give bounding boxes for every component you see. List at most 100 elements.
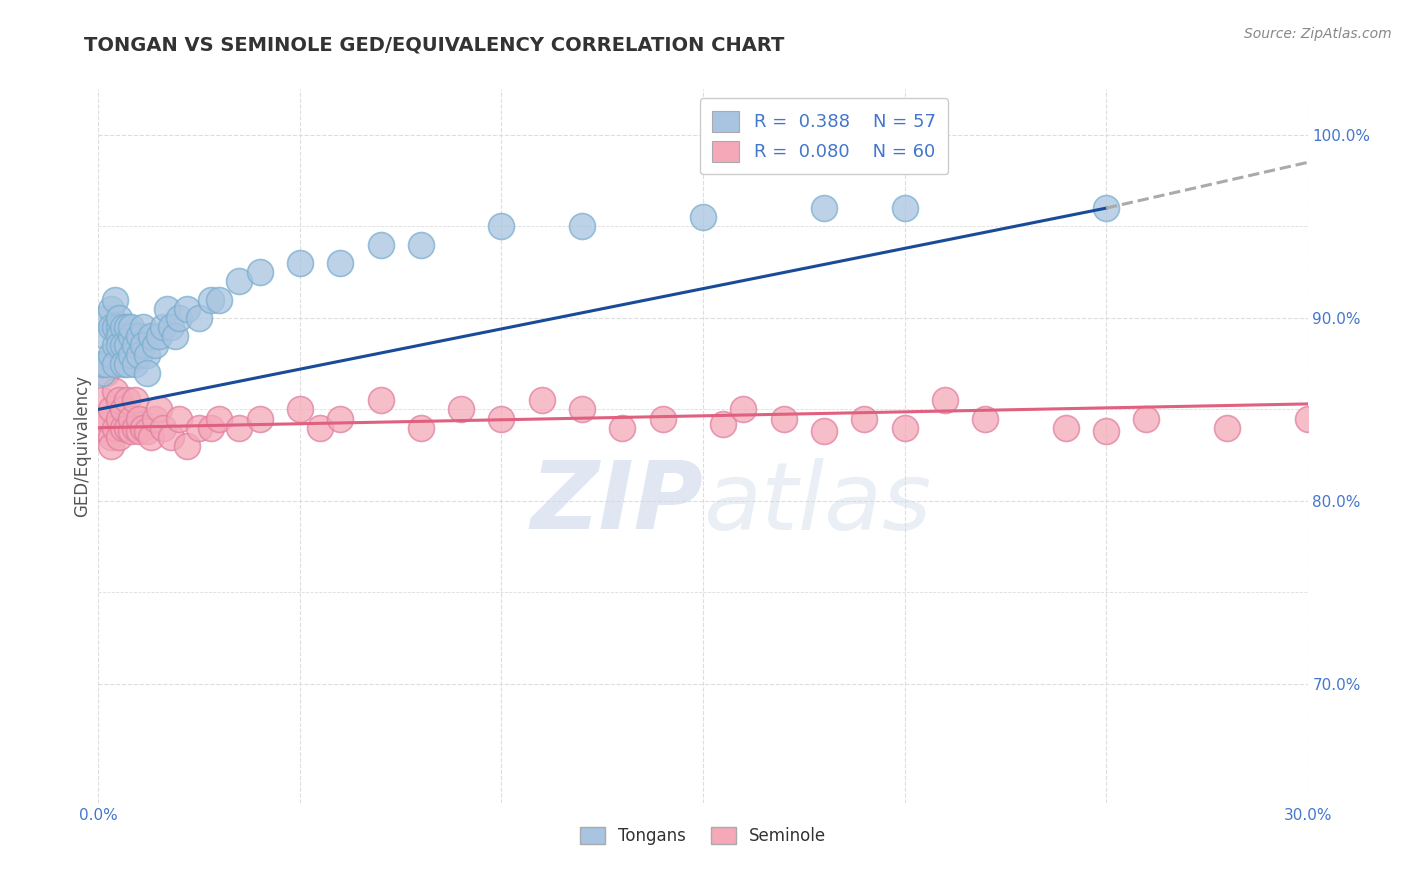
- Point: [1216, 420, 1239, 434]
- Point: [188, 310, 211, 325]
- Point: [370, 237, 392, 252]
- Point: [135, 425, 157, 439]
- Point: [228, 274, 250, 288]
- Point: [107, 320, 129, 334]
- Point: [813, 425, 835, 439]
- Point: [103, 293, 125, 307]
- Point: [148, 402, 170, 417]
- Point: [91, 366, 114, 380]
- Point: [208, 293, 231, 307]
- Point: [934, 393, 956, 408]
- Point: [853, 411, 876, 425]
- Point: [103, 357, 125, 371]
- Point: [115, 420, 138, 434]
- Y-axis label: GED/Equivalency: GED/Equivalency: [73, 375, 91, 517]
- Point: [103, 320, 125, 334]
- Point: [135, 366, 157, 380]
- Point: [115, 338, 138, 352]
- Point: [733, 402, 755, 417]
- Point: [107, 393, 129, 408]
- Point: [91, 357, 114, 371]
- Point: [711, 417, 734, 431]
- Point: [409, 420, 432, 434]
- Point: [772, 411, 794, 425]
- Point: [132, 320, 155, 334]
- Point: [103, 420, 125, 434]
- Point: [139, 329, 162, 343]
- Point: [228, 420, 250, 434]
- Point: [111, 357, 134, 371]
- Text: ZIP: ZIP: [530, 457, 703, 549]
- Point: [107, 310, 129, 325]
- Point: [111, 338, 134, 352]
- Point: [100, 320, 122, 334]
- Point: [176, 439, 198, 453]
- Point: [1135, 411, 1157, 425]
- Point: [100, 347, 122, 361]
- Point: [288, 256, 311, 270]
- Point: [132, 338, 155, 352]
- Point: [120, 320, 142, 334]
- Point: [370, 393, 392, 408]
- Legend: Tongans, Seminole: Tongans, Seminole: [574, 820, 832, 852]
- Point: [100, 439, 122, 453]
- Point: [143, 411, 166, 425]
- Text: TONGAN VS SEMINOLE GED/EQUIVALENCY CORRELATION CHART: TONGAN VS SEMINOLE GED/EQUIVALENCY CORRE…: [84, 36, 785, 54]
- Point: [103, 384, 125, 398]
- Point: [128, 347, 150, 361]
- Point: [612, 420, 634, 434]
- Point: [107, 430, 129, 444]
- Text: atlas: atlas: [703, 458, 931, 549]
- Point: [1296, 411, 1319, 425]
- Point: [91, 393, 114, 408]
- Point: [148, 329, 170, 343]
- Point: [120, 347, 142, 361]
- Point: [96, 357, 118, 371]
- Point: [103, 338, 125, 352]
- Point: [163, 329, 186, 343]
- Point: [813, 201, 835, 215]
- Point: [160, 430, 183, 444]
- Point: [651, 411, 673, 425]
- Point: [893, 201, 915, 215]
- Point: [100, 402, 122, 417]
- Point: [115, 393, 138, 408]
- Point: [111, 420, 134, 434]
- Point: [167, 310, 190, 325]
- Point: [96, 310, 118, 325]
- Point: [200, 293, 222, 307]
- Point: [124, 393, 146, 408]
- Point: [249, 265, 271, 279]
- Point: [100, 430, 122, 444]
- Point: [1054, 420, 1077, 434]
- Point: [128, 425, 150, 439]
- Point: [152, 420, 174, 434]
- Point: [167, 411, 190, 425]
- Point: [96, 329, 118, 343]
- Point: [893, 420, 915, 434]
- Point: [96, 411, 118, 425]
- Point: [111, 320, 134, 334]
- Point: [120, 329, 142, 343]
- Point: [571, 219, 593, 234]
- Point: [200, 420, 222, 434]
- Point: [152, 320, 174, 334]
- Point: [128, 329, 150, 343]
- Text: Source: ZipAtlas.com: Source: ZipAtlas.com: [1244, 27, 1392, 41]
- Point: [111, 402, 134, 417]
- Point: [96, 366, 118, 380]
- Point: [135, 347, 157, 361]
- Point: [571, 402, 593, 417]
- Point: [100, 301, 122, 316]
- Point: [409, 237, 432, 252]
- Point: [530, 393, 553, 408]
- Point: [128, 411, 150, 425]
- Point: [156, 301, 179, 316]
- Point: [124, 357, 146, 371]
- Point: [91, 420, 114, 434]
- Point: [288, 402, 311, 417]
- Point: [450, 402, 472, 417]
- Point: [132, 420, 155, 434]
- Point: [329, 411, 352, 425]
- Point: [120, 425, 142, 439]
